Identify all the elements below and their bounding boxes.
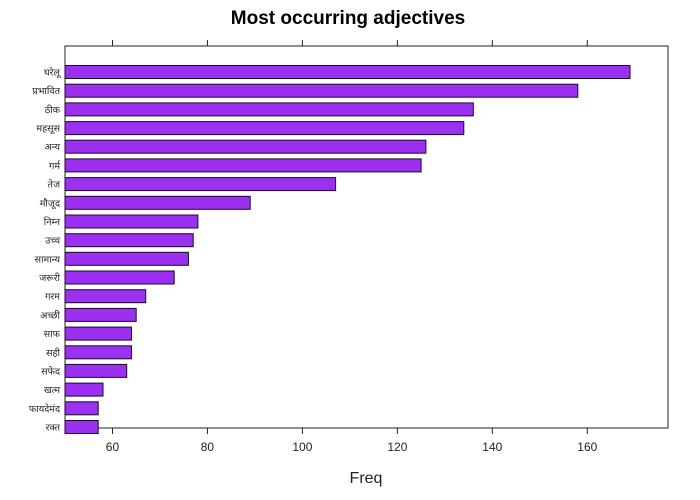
category-label: सही bbox=[46, 347, 60, 359]
bar bbox=[64, 83, 579, 98]
category-label: प्रभावित bbox=[32, 85, 60, 97]
category-label: अन्य bbox=[44, 142, 60, 153]
bar bbox=[64, 401, 99, 416]
category-labels: घरेलू प्रभावित ठीक महसूस अन्य गर्म तेज मौजूद निम… bbox=[29, 67, 62, 434]
bar bbox=[64, 363, 128, 378]
bars-group bbox=[64, 65, 631, 434]
bar bbox=[64, 139, 427, 154]
bar bbox=[64, 158, 422, 173]
x-tick-label: 60 bbox=[106, 440, 120, 454]
category-label: गर्म bbox=[49, 160, 61, 172]
bar bbox=[64, 307, 137, 322]
chart-title: Most occurring adjectives bbox=[231, 8, 465, 29]
category-label: गरम bbox=[45, 292, 60, 303]
bar bbox=[64, 326, 132, 341]
bar bbox=[64, 121, 465, 136]
bar bbox=[64, 420, 99, 434]
bar bbox=[64, 102, 474, 117]
bar bbox=[64, 251, 189, 266]
bar bbox=[64, 289, 147, 304]
category-label: फायदेमंद bbox=[29, 403, 61, 415]
bar bbox=[64, 233, 194, 248]
x-axis: 60 80 100 120 140 160 bbox=[106, 40, 598, 454]
bar bbox=[64, 65, 631, 79]
bar bbox=[64, 214, 199, 229]
category-label: ठीक bbox=[45, 104, 61, 116]
x-tick-label: 100 bbox=[292, 440, 312, 454]
x-tick-label: 140 bbox=[482, 440, 502, 454]
category-label: सफेद bbox=[41, 365, 61, 377]
x-tick-label: 80 bbox=[201, 440, 215, 454]
bar bbox=[64, 177, 337, 192]
bar bbox=[64, 195, 251, 210]
bar bbox=[64, 270, 175, 285]
category-label: रक्त bbox=[46, 423, 61, 434]
category-label: साफ bbox=[44, 329, 61, 340]
category-label: जरूरी bbox=[39, 272, 60, 284]
category-label: महसूस bbox=[36, 124, 60, 135]
category-label: उच्च bbox=[45, 236, 61, 247]
bar bbox=[64, 345, 132, 360]
category-label: अच्छी bbox=[40, 309, 60, 321]
x-tick-label: 160 bbox=[577, 440, 597, 454]
bar bbox=[64, 382, 104, 397]
category-label: सामान्य bbox=[35, 254, 61, 265]
category-label: तेज bbox=[48, 179, 61, 191]
category-label: निम्न bbox=[44, 216, 61, 228]
x-axis-label: Freq bbox=[350, 470, 383, 487]
category-label: घरेलू bbox=[44, 67, 62, 79]
x-tick-label: 120 bbox=[387, 440, 407, 454]
category-label: मौजूद bbox=[40, 197, 61, 209]
category-label: खत्म bbox=[44, 385, 60, 396]
